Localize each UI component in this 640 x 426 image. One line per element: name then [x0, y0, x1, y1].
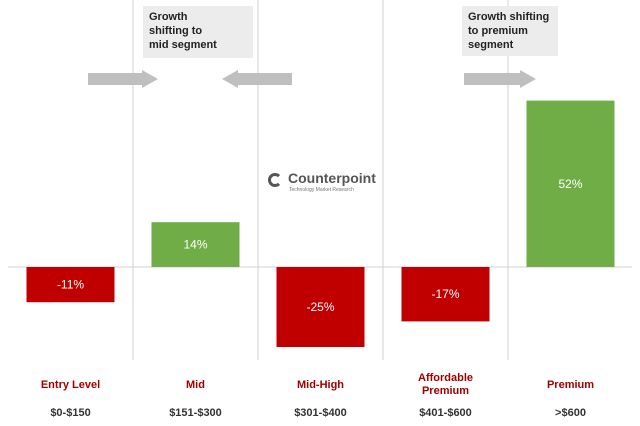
bar-mid	[151, 222, 240, 267]
price-range-label: $0-$150	[50, 407, 90, 419]
bar-value-label: -17%	[431, 287, 459, 301]
arrow-left-icon	[222, 70, 292, 88]
callout-premium-shift: Growth shifting to premium segment	[462, 6, 558, 56]
price-range-label: >$600	[555, 407, 586, 419]
counterpoint-logo: Counterpoint Technology Market Research	[268, 170, 388, 194]
bar-value-label: 52%	[558, 177, 582, 191]
category-label: Mid	[186, 379, 205, 391]
category-label: Mid-High	[297, 379, 344, 391]
category-label: Premium	[422, 385, 469, 397]
bar-entry-level	[26, 267, 115, 303]
price-range-label: $151-$300	[169, 407, 222, 419]
arrow-right-icon	[464, 70, 536, 88]
category-label: Premium	[547, 379, 594, 391]
bar-value-labels: -11% 14% -25% -17% 52%	[57, 177, 583, 314]
price-range-labels: $0-$150 $151-$300 $301-$400 $401-$600 >$600	[50, 407, 586, 419]
callout-mid-shift: Growth shifting to mid segment	[143, 6, 253, 58]
logo-ring-icon	[268, 173, 282, 187]
bars	[26, 100, 615, 347]
bar-affordable-premium	[401, 267, 490, 322]
price-range-label: $301-$400	[294, 407, 347, 419]
bar-value-label: 14%	[183, 238, 207, 252]
category-label: Entry Level	[41, 379, 100, 391]
column-dividers	[132, 0, 509, 360]
shift-arrows	[88, 70, 536, 88]
category-label: Affordable	[418, 372, 473, 384]
logo-name: Counterpoint	[288, 170, 376, 186]
bar-value-label: -25%	[306, 300, 334, 314]
bar-mid-high	[276, 267, 365, 347]
bar-value-label: -11%	[57, 278, 84, 292]
bar-premium	[526, 100, 615, 267]
logo-tagline: Technology Market Research	[289, 187, 354, 193]
price-range-label: $401-$600	[419, 407, 472, 419]
arrow-right-icon	[88, 70, 158, 88]
